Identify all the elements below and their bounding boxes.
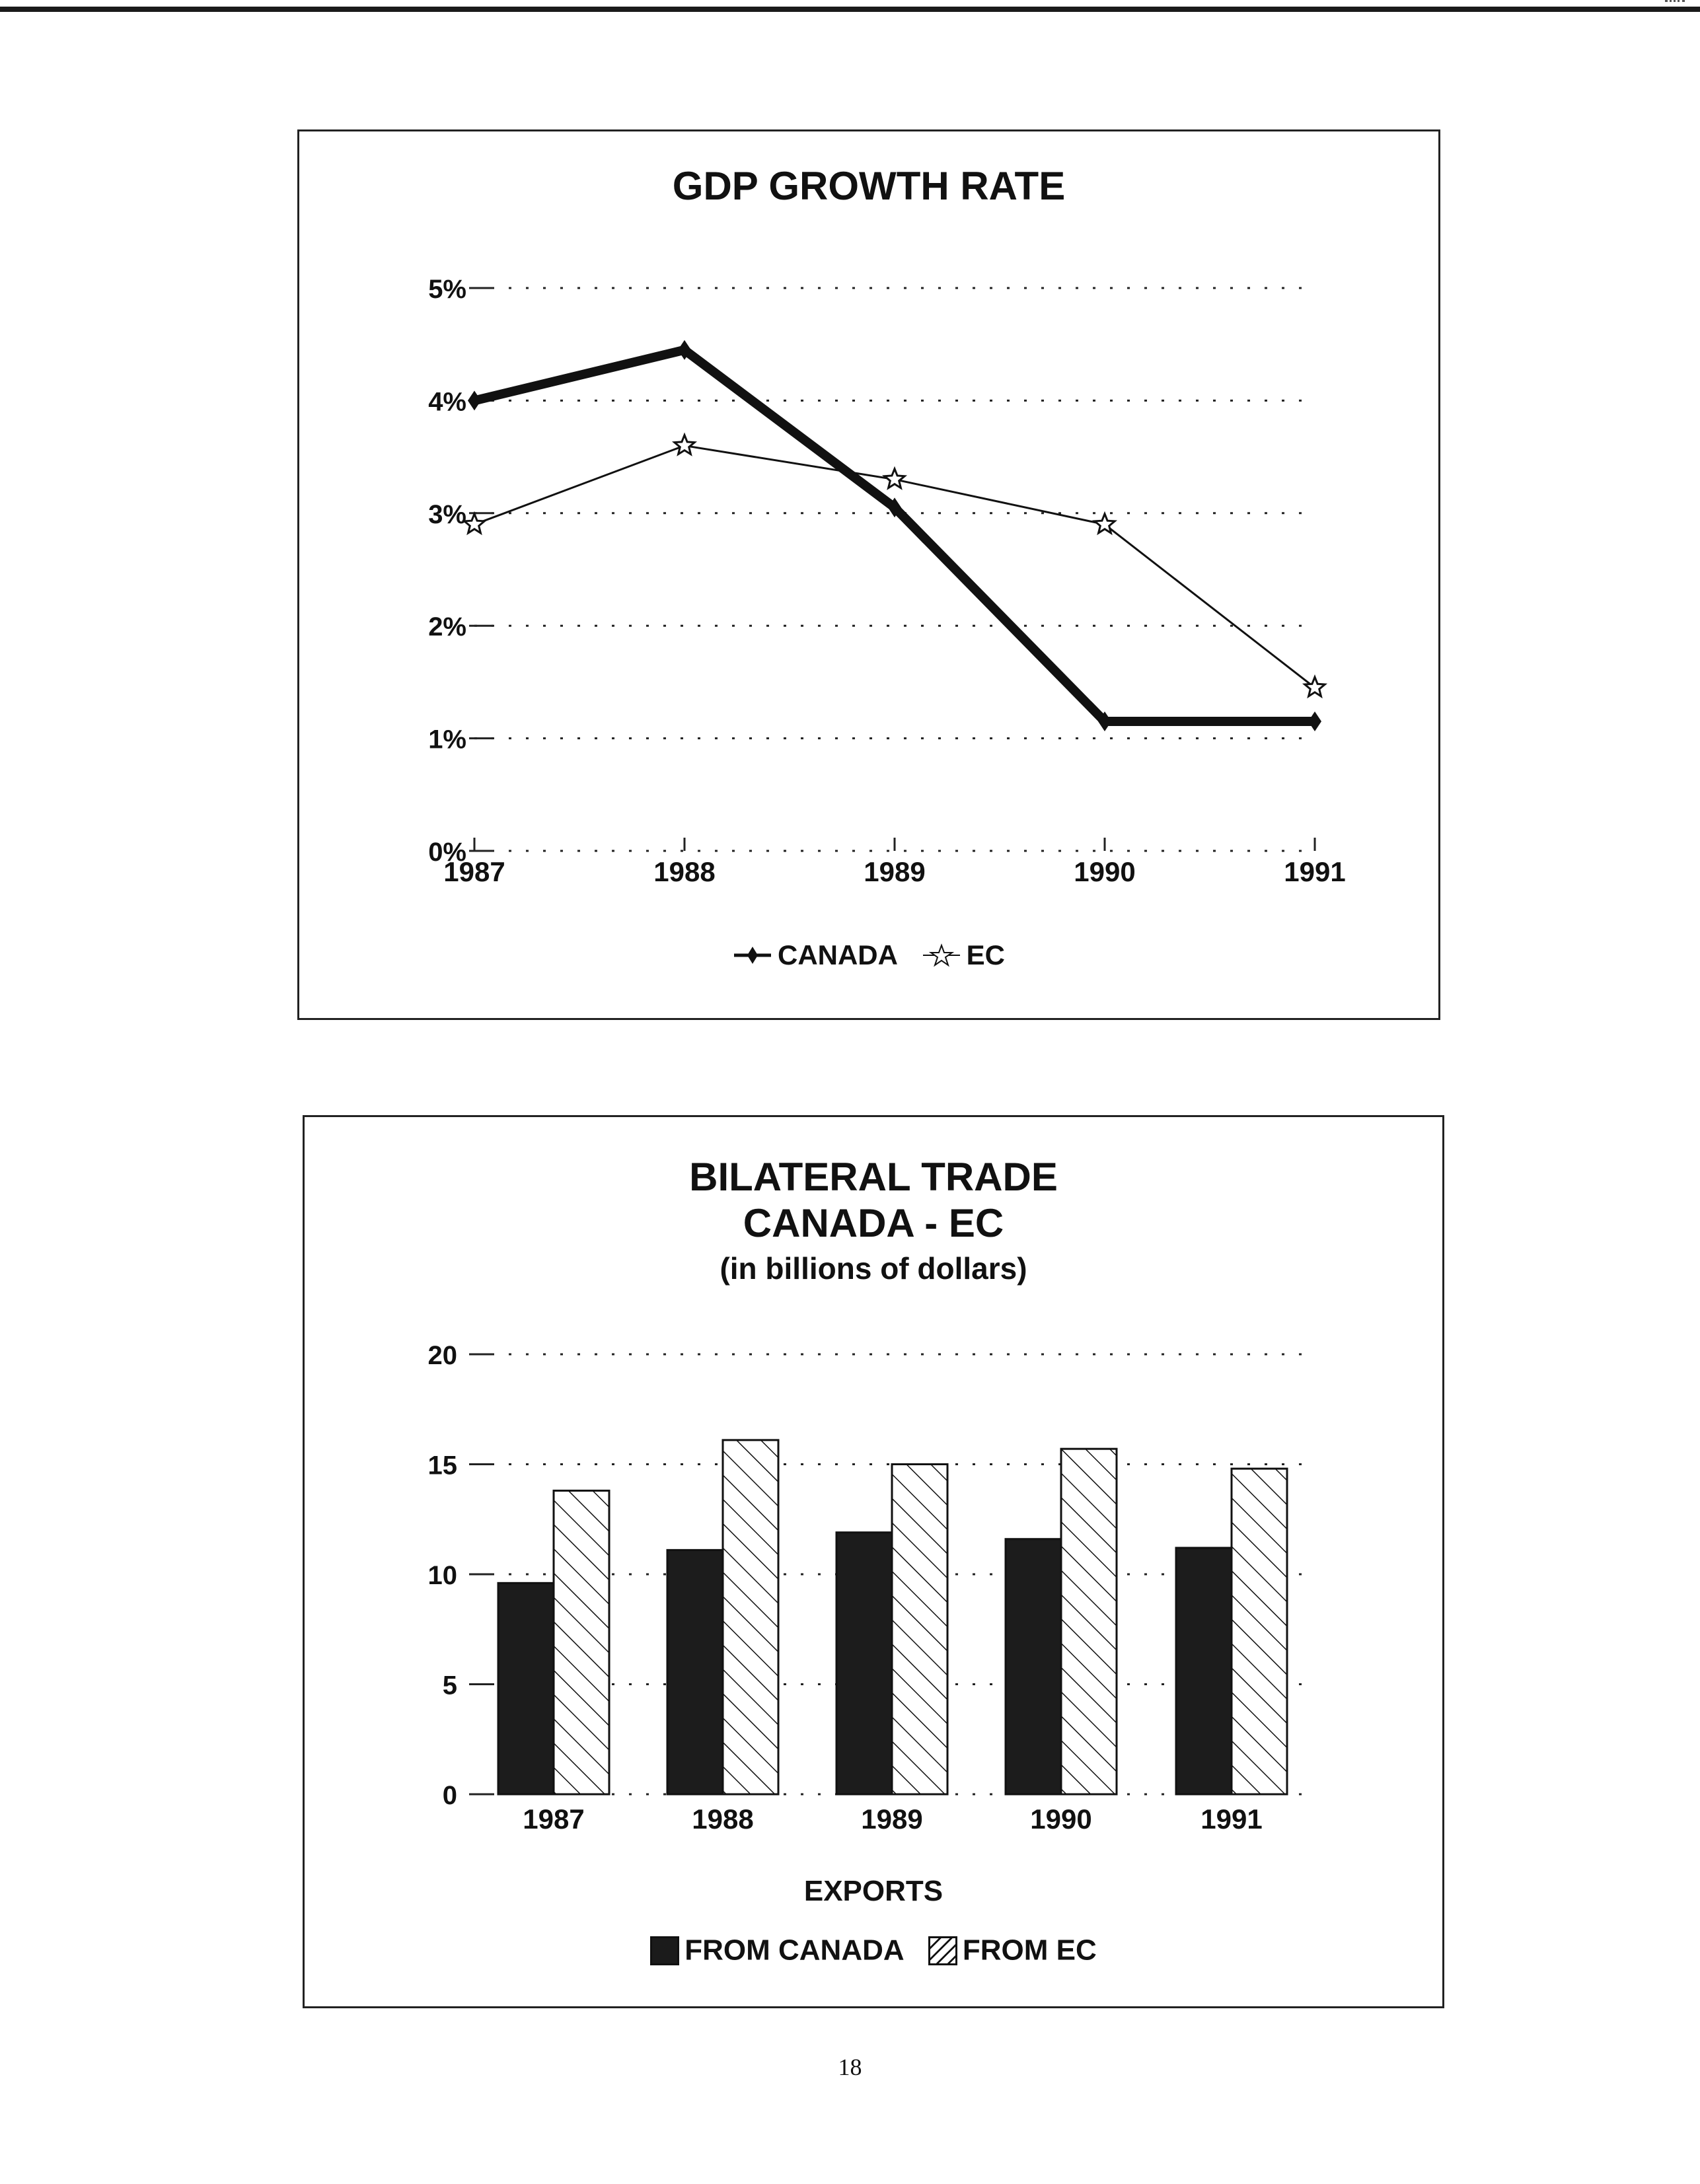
y-tick-label: 5 [443,1671,457,1700]
y-tick-label: 3% [428,500,466,529]
data-point-canada [678,340,691,360]
from-ec-swatch-icon [928,1936,957,1965]
legend-label-canada: CANADA [777,939,898,971]
bar-from-canada [1004,1538,1062,1796]
gdp-legend: CANADA EC [297,937,1440,976]
x-tick-label: 1991 [1201,1803,1262,1835]
legend-item-ec: EC [922,937,1005,971]
data-point-canada [1098,711,1111,732]
x-tick-label: 1987 [523,1803,584,1835]
trade-legend: FROM CANADA FROM EC [303,1932,1444,1967]
data-point-ec [881,466,908,490]
x-tick-label: 1990 [1074,856,1135,887]
canada-marker-icon [733,947,771,965]
data-point-ec [1091,511,1118,536]
bar-from-ec [891,1463,949,1796]
y-tick-label: 15 [428,1451,458,1480]
bar-from-canada [497,1582,555,1796]
data-point-canada [468,390,481,411]
y-tick-label: 4% [428,387,466,416]
ec-star-marker-icon [922,943,960,967]
trade-chart-subtitle: (in billions of dollars) [720,1251,1027,1286]
y-tick-label: 2% [428,612,466,641]
bar-from-canada [666,1548,724,1796]
bar-from-canada [1175,1547,1233,1796]
legend-label-from-canada: FROM CANADA [684,1934,905,1967]
bar-from-canada [835,1531,893,1796]
page-number: 18 [838,2054,862,2080]
legend-item-canada: CANADA [733,937,898,971]
gdp-chart-title: GDP GROWTH RATE [672,164,1066,208]
bar-from-ec [1060,1447,1118,1796]
page-top-rule [0,7,1700,12]
y-tick-label: 5% [428,275,466,304]
x-tick-label: 1988 [692,1803,753,1835]
data-point-canada [888,497,901,518]
bar-from-ec [1230,1467,1288,1796]
x-tick-label: 1987 [443,856,505,887]
y-tick-label: 0 [443,1781,457,1810]
x-tick-label: 1989 [861,1803,922,1835]
x-tick-label: 1989 [864,856,925,887]
data-point-ec [1302,674,1328,699]
trade-legend-title: EXPORTS [803,1875,943,1907]
data-point-canada [1308,711,1321,732]
data-point-ec [671,432,698,456]
gdp-chart-panel [297,129,1440,1020]
y-tick-label: 20 [428,1341,458,1370]
data-point-ec [461,511,488,536]
legend-item-from-canada: FROM CANADA [650,1932,905,1967]
y-tick-label: 10 [428,1561,458,1590]
legend-label-ec: EC [966,939,1006,971]
trade-chart-title: BILATERAL TRADE [689,1155,1058,1199]
y-tick-label: 0% [428,838,466,867]
x-tick-label: 1991 [1284,856,1345,887]
trade-chart-title-line2: CANADA - EC [743,1201,1004,1245]
legend-item-from-ec: FROM EC [928,1932,1097,1967]
y-tick-label: 1% [428,725,466,754]
legend-label-from-ec: FROM EC [962,1934,1097,1967]
x-tick-label: 1990 [1030,1803,1091,1835]
bar-from-ec [721,1439,780,1796]
x-tick-label: 1988 [653,856,715,887]
page-corner-mark [1665,0,1685,6]
bar-from-ec [552,1489,610,1796]
from-canada-swatch-icon [650,1936,680,1965]
